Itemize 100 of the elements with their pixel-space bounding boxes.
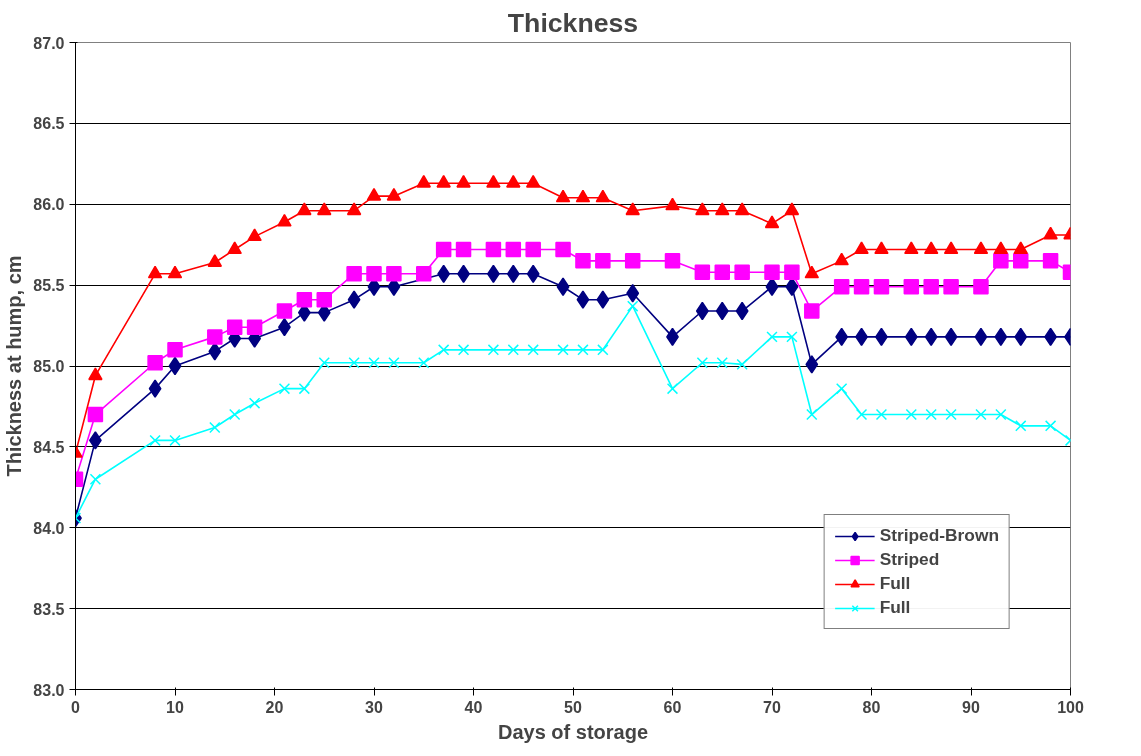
point [456, 174, 471, 188]
point [625, 202, 640, 216]
point [435, 241, 452, 258]
point [943, 278, 959, 295]
point [149, 434, 161, 447]
point [455, 241, 472, 258]
point [624, 253, 641, 269]
point [945, 408, 957, 421]
point [735, 301, 749, 321]
point [168, 356, 182, 376]
point [527, 344, 539, 356]
x-tick-label: 100 [1057, 698, 1084, 716]
point [555, 189, 571, 203]
y-axis-title: Thickness at hump, cm [3, 255, 26, 477]
point [1014, 327, 1028, 347]
point [576, 290, 590, 309]
point [666, 382, 679, 395]
point [526, 264, 540, 284]
point [975, 408, 987, 421]
point [486, 264, 500, 284]
x-tick-label: 40 [464, 698, 483, 716]
point [833, 278, 850, 295]
legend-label: Full [879, 573, 911, 594]
point [346, 202, 362, 216]
point [147, 265, 163, 279]
point [973, 278, 989, 295]
point [905, 408, 917, 421]
point [316, 291, 332, 308]
point [923, 241, 939, 255]
point [297, 202, 312, 216]
point [854, 241, 869, 255]
point [436, 174, 451, 188]
point [207, 329, 223, 345]
point [993, 241, 1009, 255]
x-tick-label: 50 [564, 698, 582, 716]
y-tick-label: 83.5 [33, 600, 65, 618]
point [694, 264, 711, 280]
point [506, 174, 521, 188]
y-tick-label: 83.0 [33, 681, 65, 699]
point [804, 265, 820, 279]
point [1042, 253, 1059, 269]
point [366, 187, 382, 201]
point [388, 357, 400, 369]
point [1013, 241, 1028, 255]
point [874, 241, 889, 255]
y-tick-label: 87.0 [33, 34, 65, 52]
chart-title: Thickness [507, 7, 639, 38]
point [855, 408, 868, 421]
point [714, 264, 730, 280]
x-tick-label: 60 [663, 698, 682, 716]
legend-label: Striped [879, 549, 940, 570]
point [973, 241, 989, 255]
point [525, 241, 541, 258]
point [875, 408, 888, 421]
x-tick-label: 80 [862, 698, 881, 716]
point [715, 202, 730, 216]
x-axis-title: Days of storage [497, 720, 649, 743]
point [575, 189, 591, 203]
point [276, 303, 293, 319]
point [525, 174, 541, 188]
point [87, 406, 104, 423]
x-tick-label: 20 [265, 698, 284, 716]
point [368, 357, 380, 369]
point [734, 264, 750, 280]
y-tick-label: 86.5 [33, 115, 65, 133]
point [804, 303, 820, 319]
point [226, 319, 243, 335]
point [835, 327, 849, 347]
point [974, 327, 988, 347]
point [766, 331, 778, 343]
point [386, 187, 402, 201]
point [764, 215, 780, 229]
point [169, 434, 181, 447]
point [923, 278, 939, 295]
y-tick-label: 84.5 [33, 438, 65, 456]
point [924, 327, 938, 347]
y-tick-label: 84.0 [33, 519, 65, 537]
point [575, 253, 591, 269]
point [695, 301, 709, 321]
legend-label: Striped-Brown [879, 525, 999, 546]
point [298, 382, 311, 395]
point [437, 344, 450, 356]
point [764, 264, 780, 280]
point [664, 253, 681, 269]
point [834, 252, 849, 266]
point [696, 357, 709, 369]
y-tick-label: 86.0 [33, 196, 65, 214]
point [925, 408, 937, 421]
point [88, 367, 103, 381]
point [485, 241, 502, 258]
point [805, 355, 819, 374]
point [487, 344, 500, 356]
point [716, 357, 728, 369]
point [994, 327, 1008, 347]
x-tick-label: 90 [962, 698, 980, 716]
point [208, 342, 222, 361]
point [835, 382, 848, 395]
point [734, 202, 750, 216]
point [348, 357, 360, 369]
point [695, 202, 710, 216]
